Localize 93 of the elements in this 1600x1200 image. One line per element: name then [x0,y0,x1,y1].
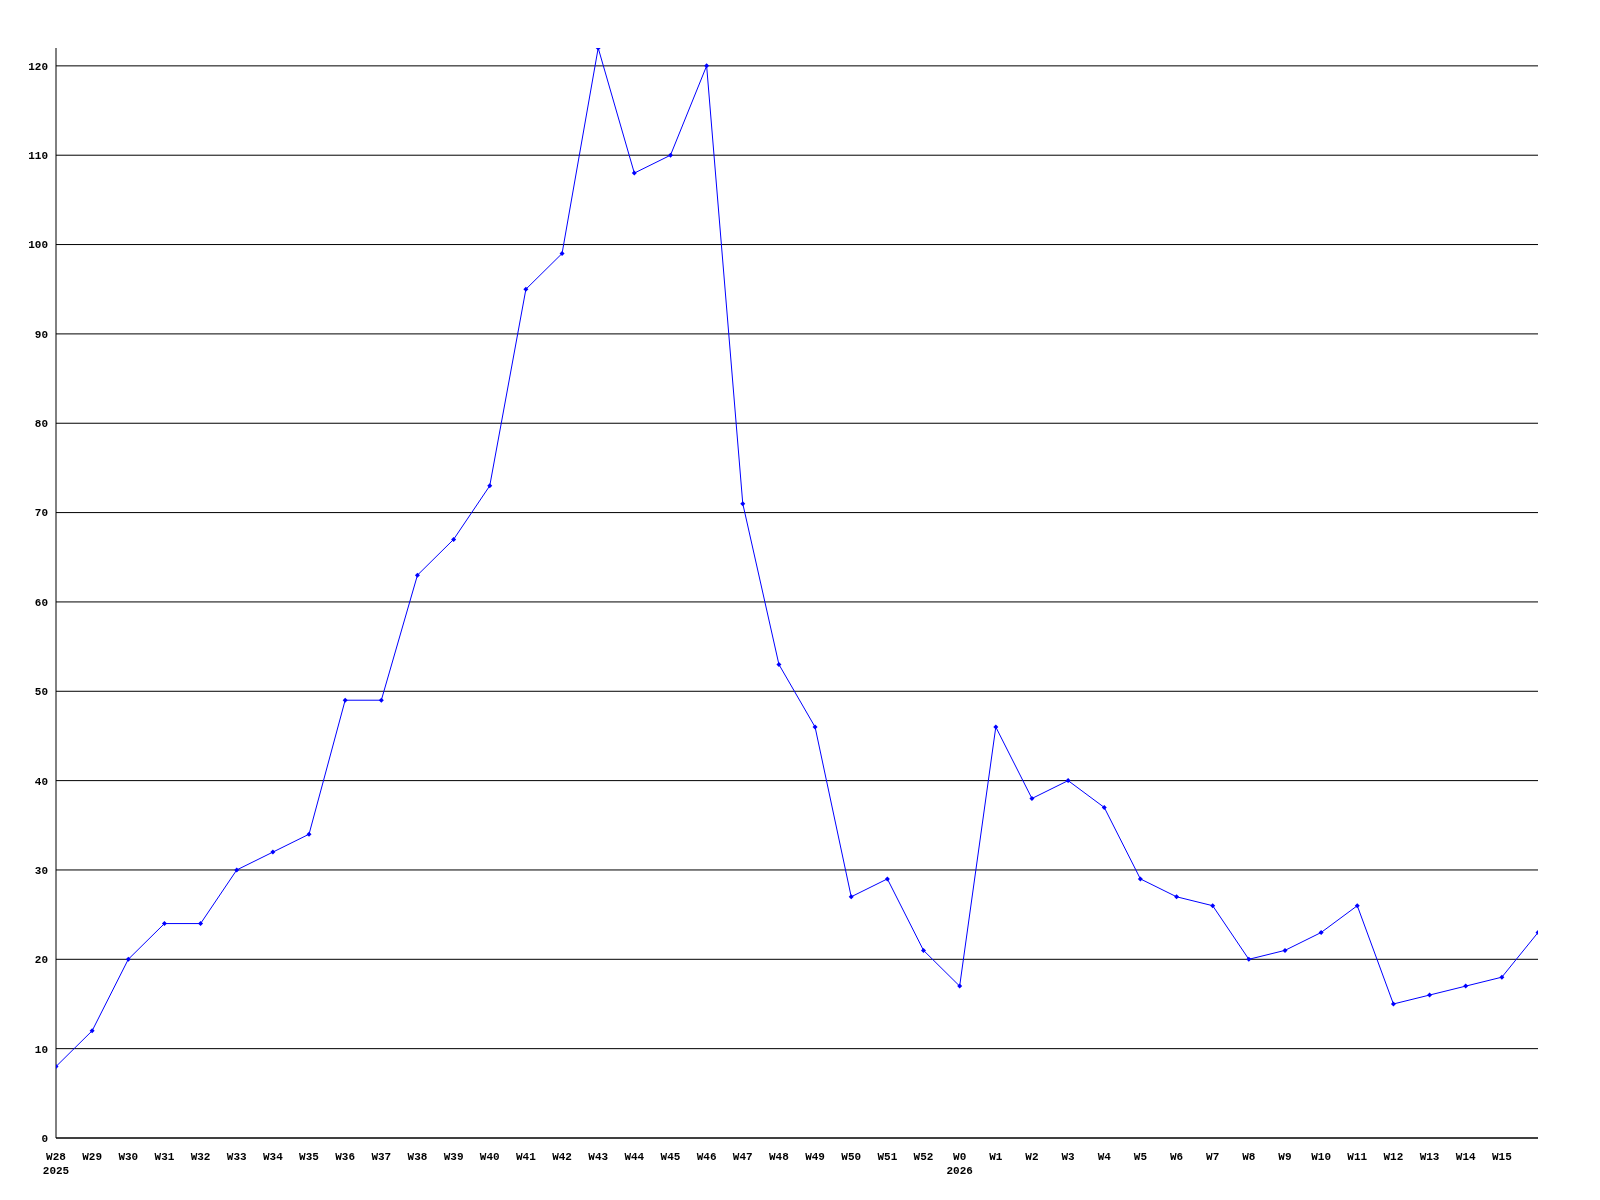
point [776,661,782,667]
x-tick-label: W29 [82,1151,103,1163]
y-tick-label: 20 [34,954,48,967]
x-tick-label: W8 [1242,1151,1256,1163]
point [1029,795,1035,801]
point [704,63,710,69]
point [378,697,384,703]
x-tick-label: W5 [1133,1151,1148,1163]
y-tick-label: 40 [34,775,48,788]
x-tick-label: W6 [1169,1151,1184,1163]
point [414,572,420,578]
point [559,250,565,256]
point [161,921,167,927]
point [667,152,673,158]
point [921,947,927,953]
point [631,170,637,176]
point [125,956,131,962]
point [1499,974,1505,980]
point [957,983,963,989]
x-tick-label: W45 [660,1151,681,1163]
y-tick-label: 90 [34,328,48,341]
y-tick-label: 10 [34,1043,48,1056]
point [1246,956,1252,962]
x-tick-label: W48 [769,1151,790,1163]
x-tick-label: W35 [299,1151,320,1163]
x-tick-label: W37 [371,1151,392,1163]
point [1137,876,1143,882]
x-tick-label: W32 [190,1151,211,1163]
point [487,483,493,489]
x-tick-label: W38 [407,1151,428,1163]
point [740,501,746,507]
point [1065,778,1071,784]
x-tick-label: W30 [118,1151,139,1163]
point [1427,992,1433,998]
y-tick-label: 70 [34,507,48,520]
y-tick-label: 60 [34,596,48,609]
x-tick-label: W34 [262,1151,284,1163]
point [234,867,240,873]
x-tick-label: W47 [732,1151,753,1163]
point [1463,983,1469,989]
x-tick-label: W49 [805,1151,825,1163]
x-tick-label: W40 [479,1151,500,1163]
x-tick-label: W9 [1278,1151,1292,1163]
point [1354,903,1360,909]
point [848,894,854,900]
point [1101,804,1107,810]
x-tick-label: W52 [913,1151,934,1163]
point [993,724,999,730]
point [342,697,348,703]
x-tick-label: W51 [877,1151,898,1163]
x-tick-label: W39 [443,1151,464,1163]
point [306,831,312,837]
y-tick-label: 120 [28,60,48,73]
x-tick-label: W14 [1455,1151,1476,1163]
x-tick-label: W43 [588,1151,609,1163]
y-tick-label: 80 [34,418,48,431]
point [1282,947,1288,953]
x-tick-label: W10 [1311,1151,1332,1163]
x-tick-label: W41 [516,1151,537,1163]
point [812,724,818,730]
point [1390,1001,1396,1007]
point [1318,930,1324,936]
x-tick-label: W28 2025 [42,1151,70,1177]
x-tick-label: W13 [1419,1151,1440,1163]
y-tick-label: 50 [34,686,48,699]
x-tick-label: W2 [1025,1151,1039,1163]
x-tick-label: W44 [624,1151,645,1163]
x-tick-label: W3 [1061,1151,1076,1163]
x-tick-label: W15 [1491,1151,1513,1163]
x-tick-label: W33 [226,1151,248,1163]
x-tick-label: W4 [1097,1151,1112,1163]
x-tick-label: W12 [1383,1151,1404,1163]
x-tick-label: W42 [552,1151,572,1163]
y-tick-label: 0 [41,1132,48,1145]
point [523,286,529,292]
x-tick-label: W0 2026 [946,1151,973,1177]
x-tick-label: W1 [989,1151,1003,1163]
y-tick-label: 100 [28,239,48,252]
x-tick-label: W31 [154,1151,175,1163]
point [198,921,204,927]
y-tick-label: 30 [34,864,48,877]
x-tick-label: W36 [335,1151,356,1163]
point [1174,894,1180,900]
point [451,536,457,542]
point [89,1028,95,1034]
point [884,876,890,882]
point [270,849,276,855]
x-tick-label: W11 [1347,1151,1368,1163]
x-tick-label: W7 [1206,1151,1220,1163]
x-tick-label: W46 [696,1151,717,1163]
point [1210,903,1216,909]
x-tick-label: W50 [841,1151,862,1163]
y-tick-label: 110 [28,150,48,163]
